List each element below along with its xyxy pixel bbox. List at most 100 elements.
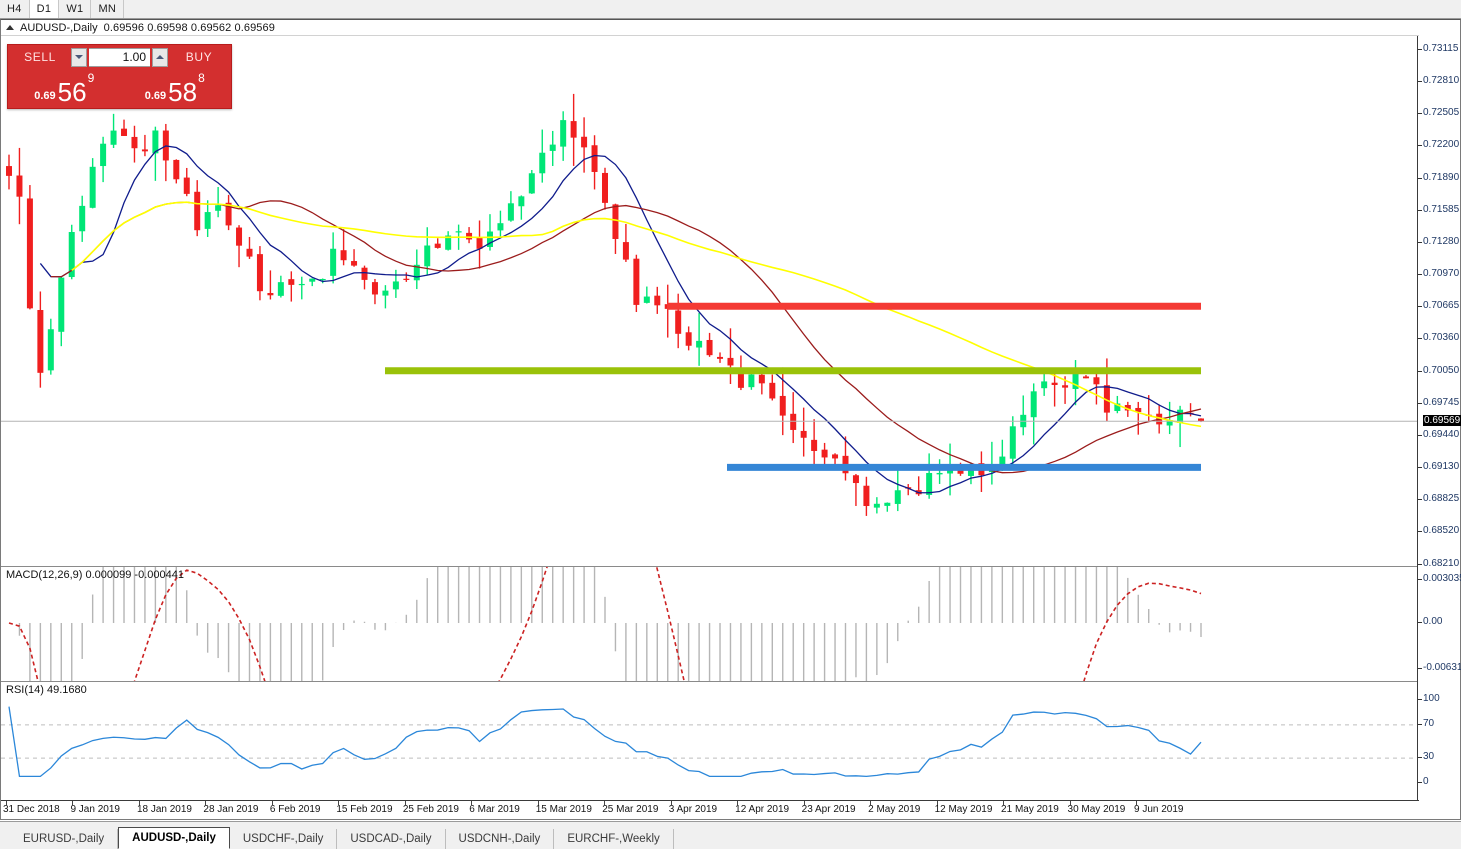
tab-usdchf-daily[interactable]: USDCHF-,Daily	[229, 829, 338, 849]
time-tick-mark	[803, 801, 805, 805]
lot-increment-button[interactable]	[152, 47, 168, 67]
time-tick-label: 30 May 2019	[1067, 804, 1126, 815]
time-axis[interactable]: 31 Dec 2018 9 Jan 2019 18 Jan 2019 28 Jan 2…	[1, 800, 1419, 819]
time-tick-label: 28 Jan 2019	[203, 804, 259, 815]
macd-canvas	[8, 567, 1202, 681]
macd-pane[interactable]: MACD(12,26,9) 0.000099 -0.000441	[1, 566, 1419, 681]
time-tick-mark	[737, 801, 739, 805]
buy-button[interactable]: BUY	[170, 47, 228, 67]
toolbar-empty-area	[124, 0, 1461, 18]
buy-price-display[interactable]: 0.69 58 8	[120, 69, 229, 107]
rsi-axis: 100 70 30 0	[1417, 681, 1460, 802]
time-tick-label: 25 Feb 2019	[402, 804, 459, 815]
macd-title: MACD(12,26,9) 0.000099 -0.000441	[6, 569, 184, 581]
time-tick-mark	[537, 801, 539, 805]
time-tick-label: 15 Feb 2019	[336, 804, 393, 815]
tab-eurusd-daily[interactable]: EURUSD-,Daily	[10, 829, 119, 849]
time-tick-label: 9 Jun 2019	[1134, 804, 1184, 815]
sell-price-fraction: 9	[87, 71, 95, 85]
macd-axis: 0.003035 0.00 -0.006311	[1417, 566, 1461, 681]
time-tick-mark	[72, 801, 74, 805]
price-tick: 0.71585	[1418, 204, 1461, 216]
candlestick-canvas[interactable]	[1, 36, 1419, 566]
time-tick-mark	[1003, 801, 1005, 805]
price-tick: 0.72505	[1418, 107, 1461, 119]
sell-button[interactable]: SELL	[11, 47, 69, 67]
rsi-title: RSI(14) 49.1680	[6, 684, 87, 696]
macd-tick: -0.006311	[1418, 662, 1461, 674]
sell-price-display[interactable]: 0.69 56 9	[10, 69, 119, 106]
timeframe-h4[interactable]: H4	[0, 0, 30, 18]
price-tick: 0.72810	[1418, 75, 1461, 87]
time-tick-mark	[271, 801, 273, 805]
chart-ohlc-values: 0.69596 0.69598 0.69562 0.69569	[103, 21, 275, 34]
time-tick-label: 15 Mar 2019	[535, 804, 592, 815]
price-tick: 0.68210	[1418, 558, 1461, 570]
sell-price-prefix: 0.69	[34, 90, 56, 102]
triangle-up-icon[interactable]	[6, 25, 14, 30]
time-tick-label: 25 Mar 2019	[602, 804, 659, 815]
time-tick-label: 21 May 2019	[1001, 804, 1059, 815]
timeframe-toolbar: H4 D1 W1 MN	[0, 0, 1461, 19]
sell-price-main: 56	[57, 77, 87, 107]
time-tick-label: 3 Apr 2019	[668, 804, 718, 815]
timeframe-d1[interactable]: D1	[29, 0, 60, 18]
rsi-tick: 0	[1418, 776, 1461, 788]
time-tick-mark	[338, 801, 340, 805]
time-tick-label: 18 Jan 2019	[136, 804, 192, 815]
buy-price-main: 58	[168, 77, 198, 107]
time-tick-mark	[936, 801, 938, 805]
lot-size-input[interactable]: 1.00	[89, 47, 150, 67]
time-tick-mark	[404, 801, 406, 805]
time-tick-label: 6 Feb 2019	[269, 804, 321, 815]
time-tick-mark	[471, 801, 473, 805]
price-tick: 0.69440	[1418, 429, 1461, 441]
time-tick-mark	[670, 801, 672, 805]
price-tick: 0.70050	[1418, 365, 1461, 377]
lot-decrement-button[interactable]	[71, 47, 87, 67]
rsi-canvas	[1, 706, 1419, 778]
time-tick-label: 6 Mar 2019	[469, 804, 520, 815]
time-tick-mark	[1136, 801, 1137, 805]
chart-tab-bar: EURUSD-,Daily AUDUSD-,Daily USDCHF-,Dail…	[0, 821, 1461, 849]
price-chart-pane[interactable]	[1, 36, 1419, 566]
price-tick: 0.69745	[1418, 397, 1461, 409]
chart-window: AUDUSD-,Daily 0.69596 0.69598 0.69562 0.…	[0, 19, 1461, 820]
tab-eurchf-weekly[interactable]: EURCHF-,Weekly	[554, 829, 674, 849]
price-tick: 0.69130	[1418, 461, 1461, 473]
time-tick-mark	[870, 801, 872, 805]
rsi-tick: 30	[1418, 751, 1461, 763]
timeframe-mn[interactable]: MN	[91, 0, 125, 18]
price-tick: 0.70665	[1418, 300, 1461, 312]
time-tick-label: 9 Jan 2019	[70, 804, 120, 815]
chart-symbol-label: AUDUSD-,Daily	[20, 21, 98, 34]
rsi-tick: 100	[1418, 693, 1461, 705]
macd-tick: 0.00	[1418, 616, 1461, 628]
tab-usdcad-daily[interactable]: USDCAD-,Daily	[337, 829, 446, 849]
time-tick-mark	[138, 801, 140, 805]
macd-tick: 0.003035	[1418, 573, 1461, 585]
oct-price-row: 0.69 56 9 0.69 58 8	[8, 69, 231, 108]
timeframe-w1[interactable]: W1	[59, 0, 92, 18]
rsi-tick: 70	[1418, 718, 1461, 730]
time-tick-label: 31 Dec 2018	[3, 804, 60, 815]
tab-usdcnh-daily[interactable]: USDCNH-,Daily	[445, 829, 555, 849]
time-tick-mark	[604, 801, 606, 805]
price-tick: 0.68825	[1418, 493, 1461, 505]
price-tick: 0.70360	[1418, 332, 1461, 344]
price-tick: 0.70970	[1418, 268, 1461, 280]
chevron-down-icon	[75, 55, 83, 59]
price-axis[interactable]: 0.73115 0.72810 0.72505 0.72200 0.71890 0.715…	[1417, 36, 1461, 569]
price-tick: 0.71280	[1418, 236, 1461, 248]
oct-controls-row: SELL 1.00 BUY	[8, 45, 231, 69]
tab-audusd-daily[interactable]: AUDUSD-,Daily	[118, 827, 230, 849]
chevron-up-icon	[156, 55, 164, 59]
time-tick-mark	[205, 801, 207, 805]
buy-price-fraction: 8	[198, 71, 205, 85]
price-tick: 0.72200	[1418, 139, 1461, 151]
rsi-pane[interactable]: RSI(14) 49.1680	[1, 681, 1419, 802]
chart-header: AUDUSD-,Daily 0.69596 0.69598 0.69562 0.…	[1, 20, 1419, 36]
price-tick: 0.71890	[1418, 172, 1461, 184]
time-tick-label: 12 Apr 2019	[735, 804, 790, 815]
time-tick-mark	[6, 801, 7, 805]
